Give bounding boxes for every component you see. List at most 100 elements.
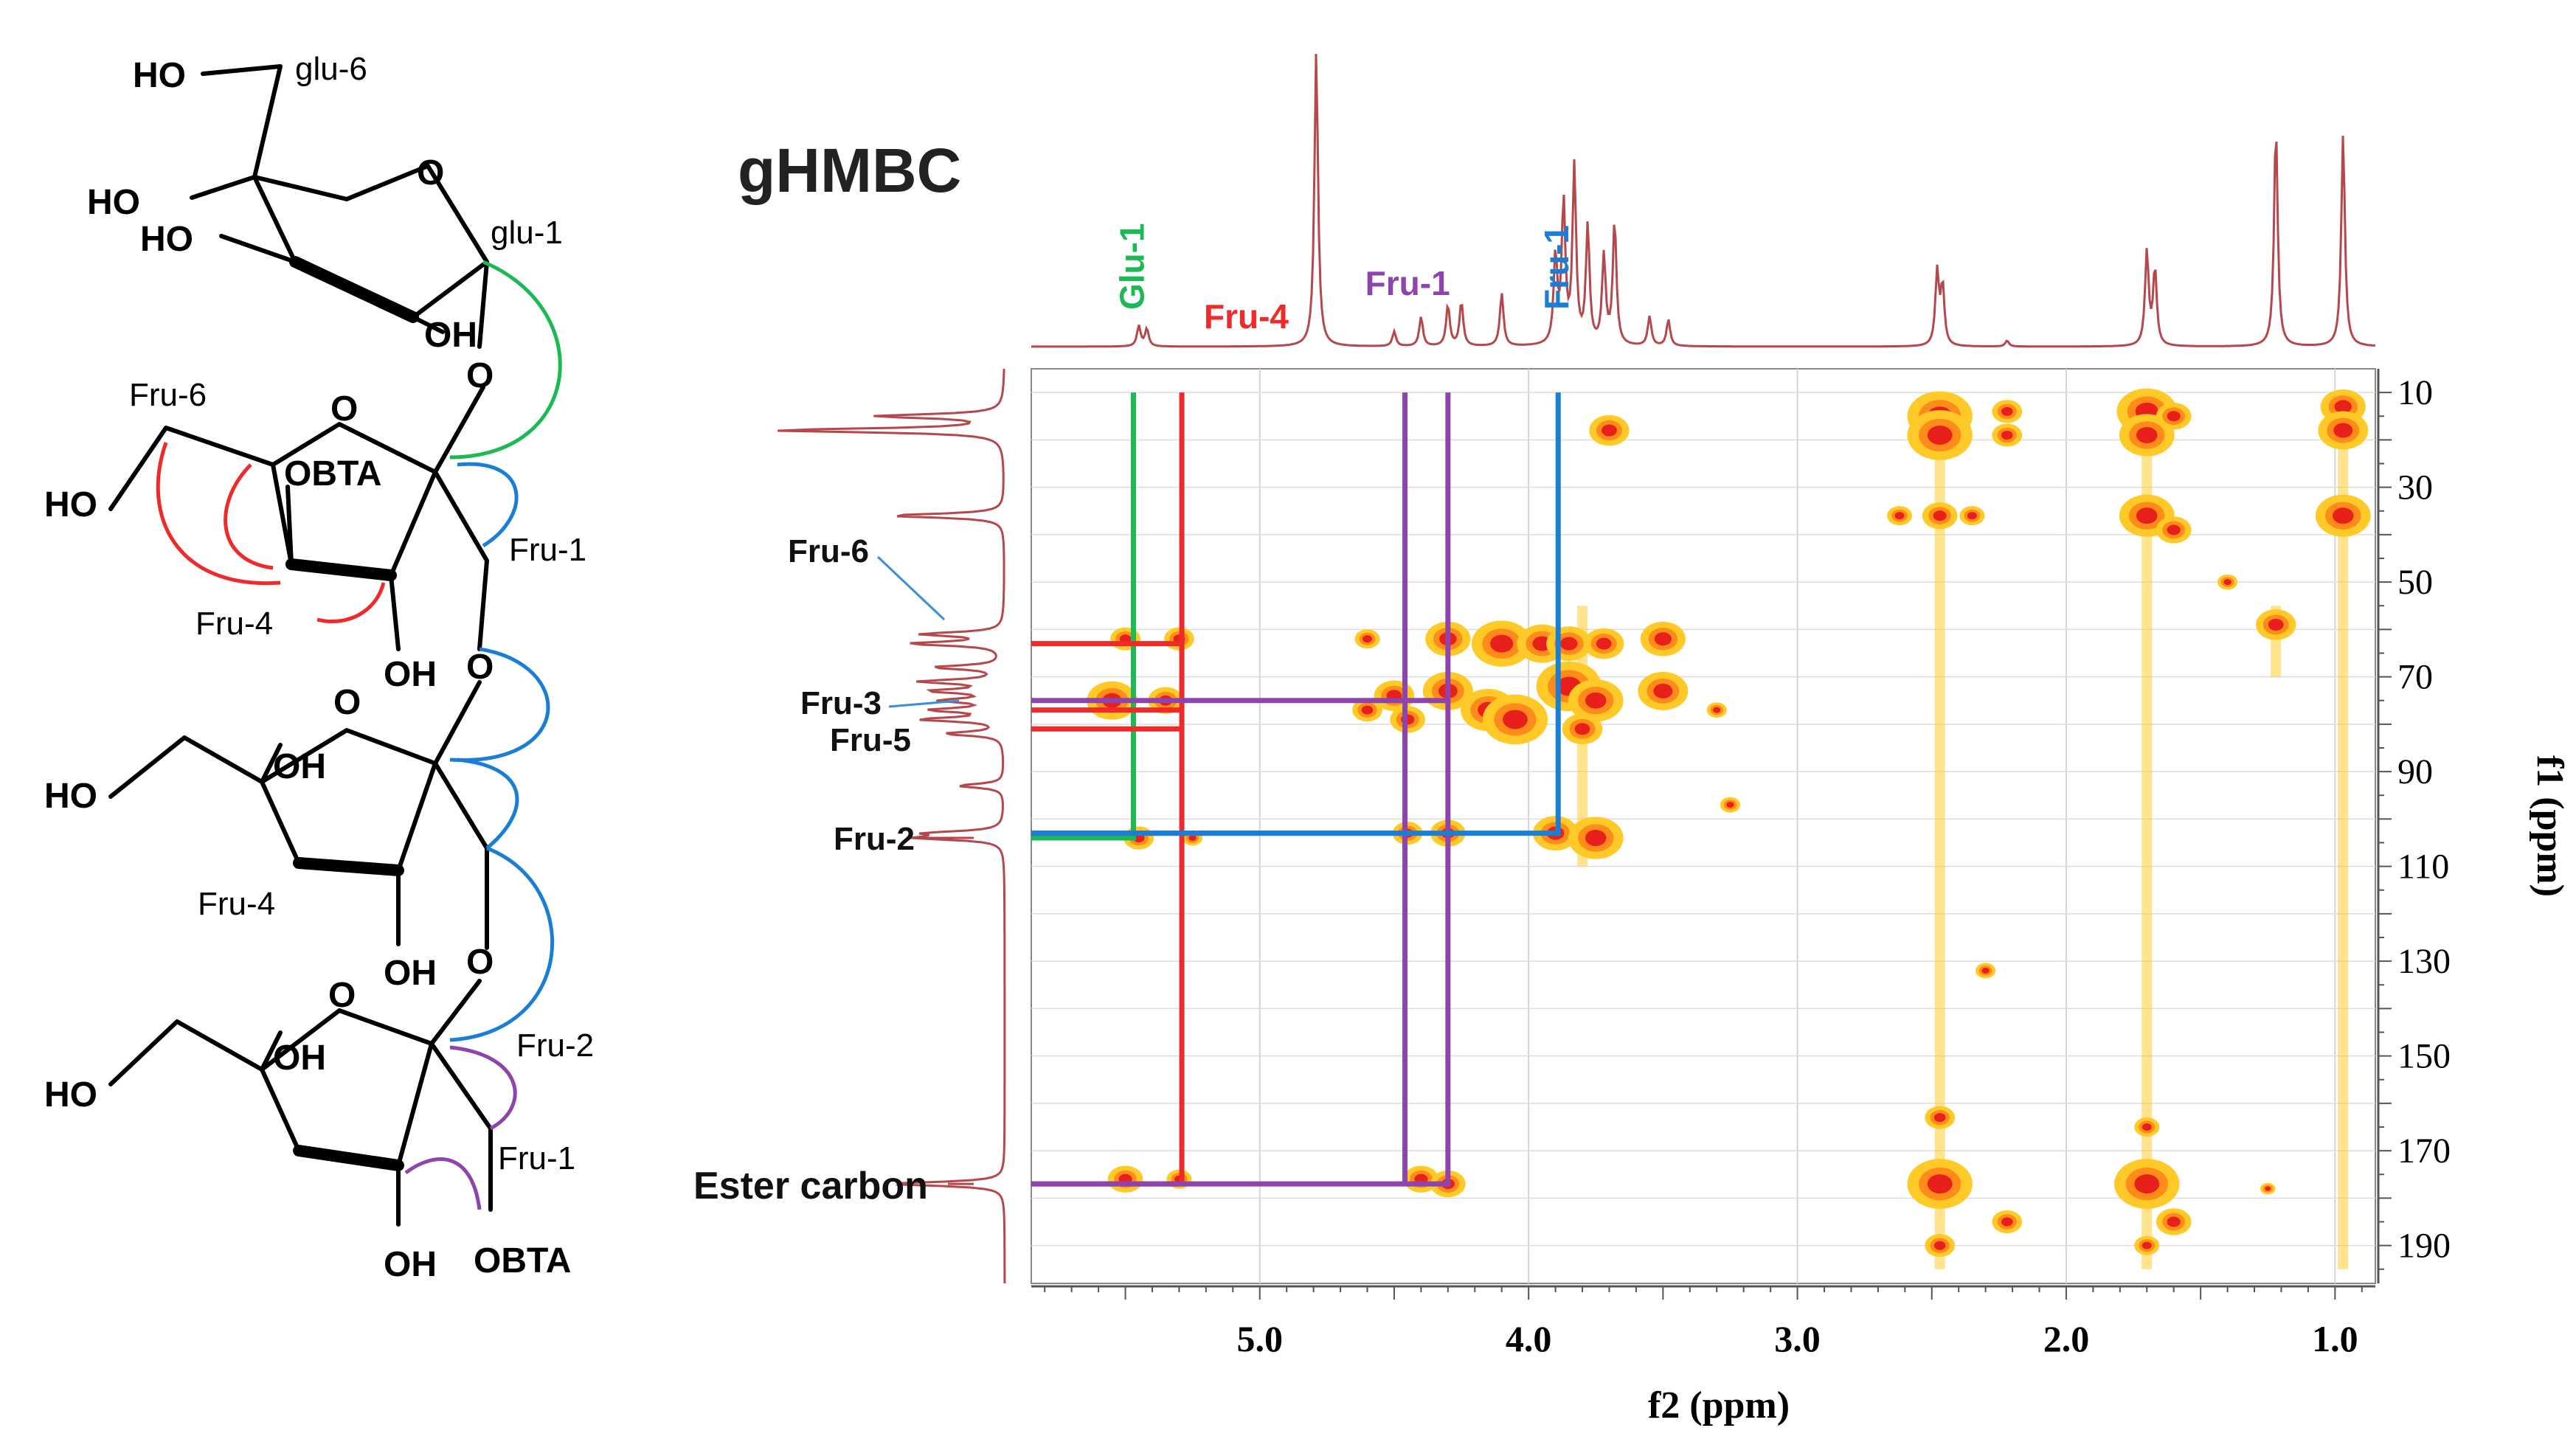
cross-peak-core (1585, 692, 1607, 709)
y-tick-label: 150 (2397, 1037, 2451, 1076)
x-axis: 5.0 4.0 3.0 2.0 1.0 (1031, 1285, 2375, 1359)
fru3-pointer (888, 699, 960, 708)
cross-peak-46 (1107, 1165, 1143, 1193)
glucose-ring-front (289, 256, 419, 323)
cross-peak-14 (2156, 516, 2192, 544)
cross-peak-54 (1976, 963, 1996, 979)
correlation-path-6 (1031, 392, 1451, 1187)
x-tick-label: 2.0 (2043, 1318, 2090, 1359)
cross-peak-58 (2134, 1235, 2160, 1255)
fru4-arrow-3 (316, 582, 386, 624)
correlation-path-9 (1031, 392, 1561, 836)
label-ring-o-b: O (333, 683, 361, 722)
cross-peak-4 (1992, 423, 2023, 447)
row-label-1: Fru-3 (800, 685, 882, 721)
cross-peak-core (1967, 512, 1977, 520)
cross-peak-core (1596, 637, 1612, 650)
fructose-ring-b (260, 728, 437, 873)
cross-peak-33 (1568, 679, 1624, 722)
hmbc-spectrum: gHMBC 5.0 4.0 3.0 2.0 1.0 10 30 50 70 90 110 130 15… (693, 54, 2571, 1426)
label-ring-o-glu: O (417, 153, 444, 193)
cross-peak-35 (1562, 713, 1603, 745)
label-ho-glu4: HO (87, 183, 140, 222)
x-tick-label: 1.0 (2312, 1318, 2358, 1359)
fructose-a-bonds (108, 385, 489, 651)
cross-peak-11 (1887, 506, 1913, 526)
cross-peak-44 (1568, 817, 1624, 859)
y-tick-label: 190 (2397, 1227, 2451, 1266)
cross-peak-51 (1992, 1210, 2023, 1234)
y-tick-label: 10 (2397, 373, 2433, 412)
cross-peak-25 (1354, 629, 1380, 649)
fru6-pointer (876, 555, 946, 621)
cross-peak-core (1490, 634, 1514, 653)
cross-peak-37 (1352, 698, 1382, 722)
cross-peak-core (2001, 406, 2013, 416)
chart-title: gHMBC (738, 136, 961, 205)
fru1-arrow-4 (449, 846, 555, 1042)
column-label-3: Fru-1 (1537, 225, 1576, 310)
y-tick-label: 130 (2397, 942, 2451, 981)
fructose-ring-c-front (293, 1145, 404, 1171)
label-ho-b: HO (44, 777, 97, 816)
label-o-link1: O (466, 356, 494, 395)
label-o-link3: O (466, 943, 494, 982)
fructose-ring-a (271, 422, 437, 578)
fructose-ring-c (260, 1008, 434, 1168)
label-fru6-a: Fru-6 (129, 377, 207, 413)
y-tick-label: 70 (2397, 658, 2433, 697)
label-oh-b3: OH (273, 747, 326, 786)
y-tick-label: 110 (2397, 847, 2449, 887)
row-label-2: Fru-5 (830, 722, 911, 758)
label-obta-a: OBTA (284, 454, 381, 493)
label-ho-glu3: HO (140, 220, 193, 259)
cross-peak-core (2001, 1217, 2013, 1227)
fructose-c-bonds (108, 979, 493, 1227)
y-tick-label: 50 (2397, 563, 2433, 602)
x-tick-label: 5.0 (1236, 1318, 1283, 1359)
label-ho-top: HO (133, 56, 186, 95)
y-axis: 10 30 50 70 90 110 130 150 170 190 (2377, 369, 2451, 1283)
cross-peak-53 (2156, 1208, 2192, 1235)
cross-peak-core (2333, 423, 2353, 438)
cross-peak-core (2167, 524, 2181, 535)
structure-arrows (156, 260, 562, 1210)
column-label-1: Fru-4 (1204, 297, 1289, 336)
cross-peak-core (2223, 579, 2232, 586)
cross-peak-core (2167, 1216, 2181, 1227)
cross-peak-34 (1638, 671, 1689, 710)
cross-peak-18 (1164, 627, 1194, 651)
correlation-path-0 (1031, 392, 1136, 841)
cross-peak-3 (1992, 400, 2023, 423)
structure-labels: HO glu-6 O HO HO glu-1 OH O Fru-6 O OBTA… (44, 51, 594, 1284)
y-tick-label: 90 (2397, 752, 2433, 791)
cross-peak-core (1560, 637, 1578, 651)
cross-peak-core (1654, 632, 1672, 646)
label-oh-glu2: OH (424, 316, 477, 355)
cross-peak-core (2136, 426, 2158, 443)
fructose-ring-a-front (285, 558, 397, 581)
column-label-2: Fru-1 (1365, 264, 1450, 302)
x-tick-label: 4.0 (1506, 1318, 1552, 1359)
row-label-0: Fru-6 (788, 533, 869, 569)
correlation-paths (1031, 392, 1561, 1187)
label-fru4-b: Fru-4 (198, 886, 275, 922)
fru4-arrow-1 (156, 442, 281, 586)
label-fru1-a: Fru-1 (509, 532, 586, 568)
cross-peak-38 (1706, 702, 1727, 718)
cross-peak-core (1188, 835, 1197, 842)
glucose-bonds (190, 64, 489, 349)
cross-peak-core (1726, 802, 1734, 808)
cross-peak-core (1574, 723, 1590, 735)
cross-peak-50 (1907, 1159, 1973, 1209)
x-axis-label: f2 (ppm) (1648, 1384, 1790, 1426)
fructose-ring-b-front (293, 857, 404, 876)
cross-peak-core (2268, 618, 2284, 631)
column-label-0: Glu-1 (1112, 223, 1151, 310)
cross-peak-57 (2134, 1117, 2160, 1137)
cross-peak-core (1927, 1174, 1953, 1194)
label-fru2-c: Fru-2 (516, 1027, 594, 1064)
cross-peak-core (2265, 1186, 2271, 1191)
label-obta-c: OBTA (474, 1241, 571, 1280)
